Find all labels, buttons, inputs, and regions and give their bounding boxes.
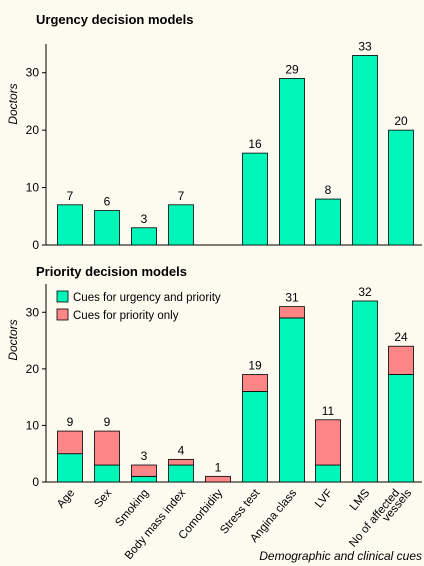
total-label: 9 bbox=[104, 415, 111, 429]
total-label: 24 bbox=[394, 330, 408, 344]
value-label: 29 bbox=[285, 62, 299, 76]
bar-priority-only-2 bbox=[131, 464, 157, 477]
value-label: 7 bbox=[178, 189, 185, 203]
legend-swatch-priority bbox=[56, 308, 69, 321]
bar-priority-only-6 bbox=[279, 306, 305, 319]
bar-priority-only-7 bbox=[315, 419, 341, 466]
legend-label-urgency: Cues for urgency and priority bbox=[73, 292, 221, 304]
bar-0 bbox=[57, 204, 83, 246]
total-label: 32 bbox=[358, 285, 372, 299]
category-label: LMS bbox=[348, 487, 373, 513]
priority-bars bbox=[57, 300, 414, 483]
category-label: LVF bbox=[313, 487, 335, 510]
legend: Cues for urgency and priority Cues for p… bbox=[56, 290, 221, 322]
value-label: 7 bbox=[67, 189, 74, 203]
bar-urgency-priority-1 bbox=[94, 464, 120, 483]
urgency-value-labels: 7 6 3 7 16 29 8 33 20 bbox=[67, 39, 408, 225]
bar-5 bbox=[242, 152, 268, 246]
bar-priority-only-4 bbox=[205, 475, 231, 483]
category-label: Age bbox=[55, 487, 77, 510]
bar-7 bbox=[315, 198, 341, 246]
bar-priority-only-1 bbox=[94, 430, 120, 466]
bar-9 bbox=[388, 129, 414, 246]
bar-priority-only-0 bbox=[57, 430, 83, 455]
y-tick-label: 30 bbox=[26, 66, 40, 80]
value-label: 20 bbox=[394, 114, 408, 128]
x-axis-label: Demographic and clinical cues bbox=[259, 549, 422, 563]
bar-8 bbox=[352, 55, 378, 246]
total-label: 19 bbox=[248, 359, 262, 373]
bar-2 bbox=[131, 227, 157, 246]
bar-priority-only-5 bbox=[242, 374, 268, 392]
urgency-bars bbox=[57, 55, 414, 246]
urgency-chart-title: Urgency decision models bbox=[36, 12, 194, 27]
y-tick-label: 10 bbox=[26, 418, 40, 432]
priority-chart-title: Priority decision models bbox=[36, 264, 187, 279]
bar-priority-only-9 bbox=[388, 345, 414, 375]
urgency-y-axis-label: Doctors bbox=[6, 83, 20, 124]
total-label: 4 bbox=[178, 443, 185, 457]
bar-urgency-priority-9 bbox=[388, 374, 414, 483]
y-tick-label: 10 bbox=[26, 181, 40, 195]
y-tick-label: 0 bbox=[32, 238, 39, 252]
value-label: 8 bbox=[325, 183, 332, 197]
bar-priority-only-3 bbox=[168, 458, 194, 466]
bar-urgency-priority-8 bbox=[352, 300, 378, 483]
total-label: 3 bbox=[141, 449, 148, 463]
y-tick-label: 0 bbox=[32, 475, 39, 489]
bar-urgency-priority-7 bbox=[315, 464, 341, 483]
total-label: 1 bbox=[215, 460, 222, 474]
value-label: 3 bbox=[141, 212, 148, 226]
legend-label-priority: Cues for priority only bbox=[73, 310, 179, 322]
priority-total-labels: 9 9 3 4 1 19 31 11 32 24 bbox=[67, 285, 408, 474]
value-label: 16 bbox=[248, 137, 262, 151]
y-tick-label: 20 bbox=[26, 123, 40, 137]
total-label: 11 bbox=[322, 404, 335, 418]
bar-urgency-priority-0 bbox=[57, 453, 83, 483]
value-label: 33 bbox=[358, 39, 372, 53]
y-tick-label: 30 bbox=[26, 305, 40, 319]
total-label: 31 bbox=[285, 291, 299, 305]
priority-y-axis-label: Doctors bbox=[6, 319, 20, 360]
category-label: Sex bbox=[92, 487, 114, 510]
bar-urgency-priority-3 bbox=[168, 464, 194, 483]
bar-6 bbox=[279, 78, 305, 246]
value-label: 6 bbox=[104, 195, 111, 209]
legend-swatch-urgency bbox=[56, 290, 69, 303]
bar-1 bbox=[94, 210, 120, 246]
y-tick-label: 20 bbox=[26, 362, 40, 376]
bar-urgency-priority-5 bbox=[242, 391, 268, 483]
bar-urgency-priority-6 bbox=[279, 317, 305, 483]
category-label: Smoking bbox=[113, 487, 151, 529]
total-label: 9 bbox=[67, 415, 74, 429]
bar-urgency-priority-2 bbox=[131, 475, 157, 483]
bar-3 bbox=[168, 204, 194, 246]
